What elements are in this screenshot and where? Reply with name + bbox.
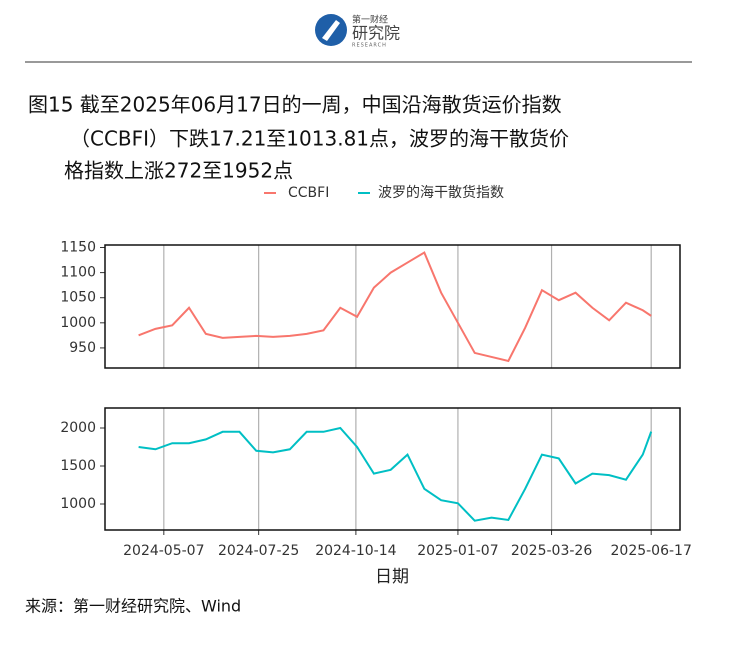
title-line: 图15 截至2025年06月17日的一周，中国沿海散货运价指数	[28, 93, 562, 117]
source: 来源：第一财经研究院、Wind	[25, 597, 241, 616]
legend: CCBFI 波罗的海干散货指数	[264, 184, 504, 201]
x-tick-label: 2024-05-07	[123, 543, 204, 559]
y-tick-label: 1500	[60, 458, 96, 474]
x-tick-label: 2025-06-17	[611, 543, 692, 559]
x-axis-label: 日期	[375, 567, 409, 587]
y-tick-label: 1000	[60, 315, 96, 331]
y-tick-label: 1150	[60, 240, 96, 256]
series-line	[138, 426, 653, 522]
logo-top: 第一财经	[352, 14, 388, 26]
x-tick-label: 2025-01-07	[417, 543, 498, 559]
y-tick-label: 1000	[60, 496, 96, 512]
y-tick-label: 1100	[60, 265, 96, 281]
y-tick-label: 1050	[60, 290, 96, 306]
plot-frame	[104, 407, 681, 531]
y-tick-label: 2000	[60, 420, 96, 436]
logo-mark	[322, 20, 340, 41]
logo-sub: RESEARCH	[352, 43, 387, 49]
logo-main: 研究院	[352, 24, 400, 43]
legend-label: CCBFI	[288, 185, 329, 201]
y-tick-label: 950	[69, 340, 96, 356]
x-tick-label: 2024-07-25	[218, 543, 299, 559]
title-line: 格指数上涨272至1952点	[64, 159, 293, 183]
x-tick-label: 2025-03-26	[511, 543, 592, 559]
x-tick-label: 2024-10-14	[315, 543, 396, 559]
title-line: （CCBFI）下跌17.21至1013.81点，波罗的海干散货价	[70, 127, 569, 151]
series-line	[138, 251, 652, 363]
plot-frame	[104, 244, 681, 369]
legend-label: 波罗的海干散货指数	[378, 184, 504, 201]
